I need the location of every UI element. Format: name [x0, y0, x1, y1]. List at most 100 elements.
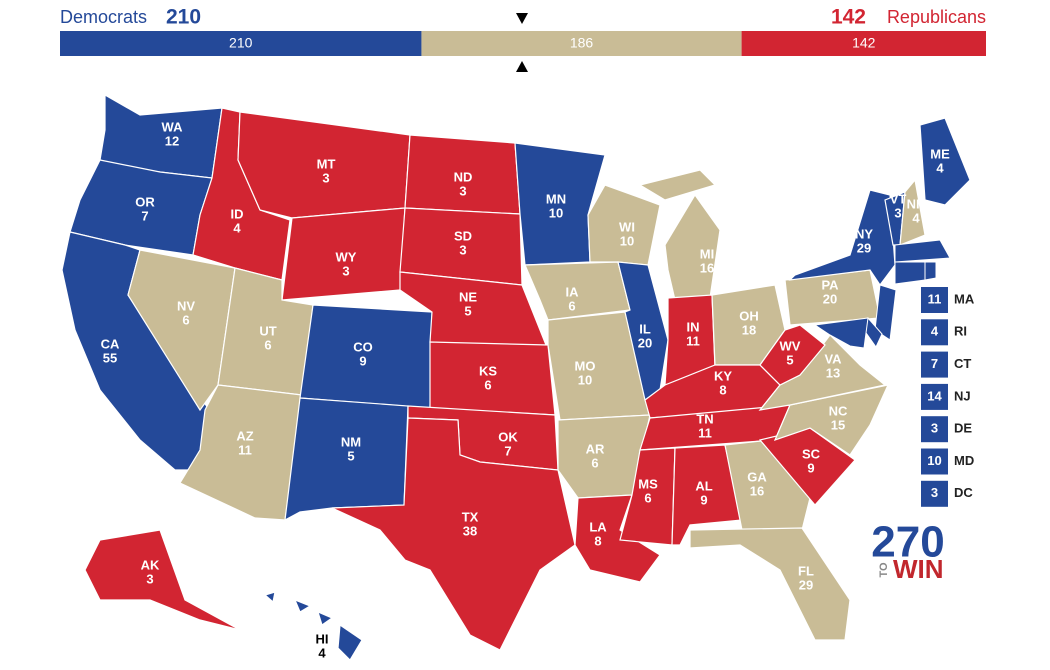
state-abbr: AL [695, 478, 712, 493]
small-states [813, 239, 951, 349]
state-votes: 20 [638, 335, 652, 350]
state [689, 527, 851, 641]
callout-abbr: MD [954, 453, 974, 468]
callout-votes: 11 [928, 291, 942, 306]
state-abbr: MS [638, 476, 658, 491]
callout-votes: 10 [927, 453, 941, 468]
state-abbr: TN [696, 411, 713, 426]
callout-votes: 7 [931, 356, 938, 371]
state [894, 239, 951, 263]
state-abbr: PA [821, 277, 839, 292]
state-votes: 15 [831, 417, 845, 432]
state [293, 598, 312, 613]
state-votes: 11 [686, 333, 700, 348]
state-votes: 9 [359, 353, 366, 368]
state [84, 529, 241, 631]
callout-box [921, 480, 948, 507]
state [429, 341, 556, 416]
state-votes: 8 [594, 533, 601, 548]
state [638, 169, 717, 201]
state-votes: 7 [504, 443, 511, 458]
state-votes: 13 [826, 365, 840, 380]
state [619, 447, 676, 546]
state-votes: 5 [464, 303, 471, 318]
state [127, 249, 236, 412]
state-abbr: TX [462, 509, 479, 524]
callout-abbr: DC [954, 485, 973, 500]
state-abbr: NV [177, 298, 195, 313]
state-votes: 6 [591, 455, 598, 470]
state-votes: 6 [484, 377, 491, 392]
state-votes: 5 [786, 352, 793, 367]
state [924, 261, 937, 281]
arrow-down [516, 13, 528, 24]
state-abbr: NE [459, 289, 477, 304]
callout-box [921, 383, 948, 410]
state-votes: 3 [322, 170, 329, 185]
state-abbr: MN [546, 191, 566, 206]
state-abbr: ID [231, 206, 244, 221]
dem-label: Democrats [60, 7, 147, 27]
state-votes: 6 [644, 490, 651, 505]
state-abbr: KY [714, 368, 732, 383]
state-votes: 11 [238, 442, 252, 457]
state-abbr: NC [829, 403, 848, 418]
state-votes: 3 [146, 571, 153, 586]
callout-abbr: NJ [954, 388, 971, 403]
state-abbr: NM [341, 434, 361, 449]
callout-votes: 14 [927, 388, 942, 403]
state-votes: 9 [807, 460, 814, 475]
state-abbr: CA [101, 336, 120, 351]
state-votes: 3 [459, 183, 466, 198]
state [263, 591, 276, 604]
state [61, 231, 226, 471]
state-abbr: WI [619, 219, 635, 234]
state [874, 284, 897, 341]
state-abbr: VA [824, 351, 842, 366]
state-abbr: ME [930, 146, 950, 161]
state-votes: 3 [894, 205, 901, 220]
state-votes: 6 [568, 298, 575, 313]
state-abbr: AK [141, 557, 160, 572]
state-votes: 18 [742, 322, 756, 337]
state-abbr: GA [747, 469, 767, 484]
state [331, 417, 576, 651]
bar-segment [741, 31, 986, 56]
state-abbr: MI [700, 246, 714, 261]
state-abbr: SD [454, 228, 472, 243]
logo-win: WIN [893, 554, 944, 584]
state [894, 261, 926, 285]
state-votes: 4 [936, 160, 944, 175]
state-abbr: AZ [236, 428, 253, 443]
state-votes: 7 [141, 208, 148, 223]
state-abbr: OR [135, 194, 155, 209]
state-abbr: MO [575, 358, 596, 373]
state-votes: 4 [318, 645, 326, 660]
state-abbr: OK [498, 429, 518, 444]
bar-label: 142 [852, 35, 876, 51]
state-abbr: WA [162, 119, 184, 134]
state-votes: 8 [719, 382, 726, 397]
states [61, 93, 971, 661]
state-votes: 6 [264, 337, 271, 352]
state-abbr: IL [639, 321, 651, 336]
state-abbr: IA [566, 284, 580, 299]
callout-box [921, 448, 948, 475]
arrow-up [516, 61, 528, 72]
state-abbr: VT [890, 191, 907, 206]
state-votes: 16 [700, 260, 714, 275]
state-votes: 12 [165, 133, 179, 148]
dem-total: 210 [166, 6, 201, 29]
state [813, 317, 869, 349]
state-votes: 9 [700, 492, 707, 507]
callout-box [921, 416, 948, 443]
callout-abbr: MA [954, 291, 975, 306]
state-abbr: KS [479, 363, 497, 378]
state-votes: 38 [463, 523, 477, 538]
state-abbr: ND [454, 169, 473, 184]
callout-abbr: DE [954, 421, 972, 436]
state-votes: 16 [750, 483, 764, 498]
bar-label: 210 [229, 35, 253, 51]
callout-votes: 3 [931, 485, 938, 500]
